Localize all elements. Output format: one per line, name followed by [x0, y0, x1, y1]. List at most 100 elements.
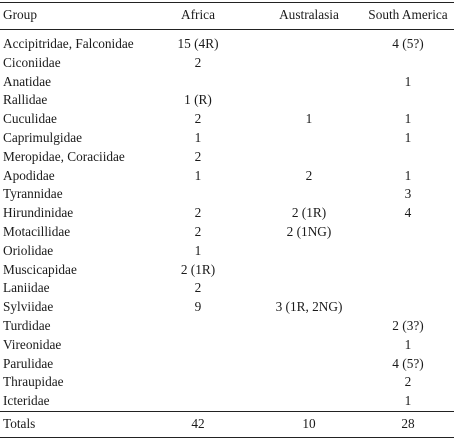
cell-group: Laniidae — [3, 280, 50, 296]
cell-australasia — [264, 185, 354, 203]
cell-australasia: 2 — [305, 167, 313, 183]
cell-group: Vireonidae — [3, 336, 62, 352]
table-row: Sylviidae 9 3 (1R, 2NG) — [0, 298, 454, 316]
cell-australasia — [264, 148, 354, 166]
cell-south-america — [368, 298, 448, 316]
cell-group: Oriolidae — [3, 242, 54, 258]
cell-africa: 15 (4R) — [177, 36, 219, 51]
cell-australasia: 1 — [305, 111, 313, 127]
cell-africa: 2 — [194, 54, 202, 70]
header-group: Group — [3, 7, 37, 22]
cell-group: Muscicapidae — [3, 261, 77, 277]
cell-south-america: 2 (3?) — [392, 318, 424, 333]
cell-africa: 2 — [194, 148, 202, 164]
table-row: Meropidae, Coraciidae 2 — [0, 148, 454, 166]
cell-australasia — [264, 392, 354, 410]
cell-south-america — [368, 279, 448, 297]
cell-africa — [168, 185, 228, 203]
header-africa: Africa — [181, 7, 215, 22]
table-row: Icteridae 1 — [0, 392, 454, 410]
table-row: Apodidae 1 2 1 — [0, 167, 454, 185]
table-row: Motacillidae 2 2 (1NG) — [0, 223, 454, 241]
table-row: Muscicapidae 2 (1R) — [0, 261, 454, 279]
cell-south-america: 3 — [404, 186, 412, 202]
cell-south-america — [368, 148, 448, 166]
cell-group: Turdidae — [3, 318, 51, 333]
cell-australasia — [264, 373, 354, 391]
cell-south-america — [368, 242, 448, 260]
cell-group: Accipitridae, Falconidae — [3, 36, 134, 51]
cell-africa: 2 — [194, 224, 202, 239]
table-row: Tyrannidae 3 — [0, 185, 454, 203]
cell-africa: 2 — [194, 111, 202, 127]
cell-africa — [168, 73, 228, 91]
cell-group: Hirundinidae — [3, 205, 74, 221]
cell-africa — [168, 336, 228, 354]
cell-australasia: 3 (1R, 2NG) — [275, 299, 343, 315]
table-row: Hirundinidae 2 2 (1R) 4 — [0, 204, 454, 222]
cell-group: Anatidae — [3, 73, 51, 89]
totals-australasia: 10 — [302, 416, 316, 431]
table-row: Anatidae 1 — [0, 73, 454, 91]
bottom-rule — [0, 437, 454, 438]
cell-south-america: 1 — [404, 167, 412, 183]
cell-group: Ciconiidae — [3, 54, 61, 70]
cell-australasia — [264, 317, 354, 335]
cell-south-america: 1 — [404, 336, 412, 352]
cell-australasia — [264, 279, 354, 297]
cell-south-america: 2 — [404, 374, 412, 390]
cell-africa: 1 — [194, 242, 202, 258]
cell-south-america: 1 — [404, 130, 412, 145]
header-row: Group Africa Australasia South America — [0, 6, 454, 24]
totals-africa: 42 — [191, 416, 205, 431]
cell-africa: 9 — [194, 299, 202, 315]
table-row: Ciconiidae 2 — [0, 54, 454, 72]
table-row: Rallidae 1 (R) — [0, 91, 454, 109]
header-australasia: Australasia — [279, 7, 339, 22]
cell-africa: 1 — [194, 130, 202, 145]
cell-australasia: 2 (1R) — [291, 205, 327, 221]
cell-africa: 2 (1R) — [180, 261, 216, 277]
table-row: Caprimulgidae 1 1 — [0, 129, 454, 147]
table-row: Laniidae 2 — [0, 279, 454, 297]
table-row: Vireonidae 1 — [0, 336, 454, 354]
table-row: Oriolidae 1 — [0, 242, 454, 260]
cell-australasia — [264, 73, 354, 91]
cell-australasia — [264, 336, 354, 354]
cell-africa — [168, 392, 228, 410]
cell-australasia: 2 (1NG) — [286, 224, 332, 239]
cell-africa: 2 — [194, 280, 202, 296]
cell-australasia — [264, 242, 354, 260]
top-rule — [0, 2, 454, 3]
table-row: Parulidae 4 (5?) — [0, 355, 454, 373]
totals-row: Totals 42 10 28 — [0, 415, 454, 433]
cell-group: Motacillidae — [3, 224, 71, 239]
cell-africa — [168, 355, 228, 373]
cell-africa: 2 — [194, 205, 202, 221]
cell-group: Rallidae — [3, 92, 48, 108]
cell-africa — [168, 317, 228, 335]
totals-label: Totals — [3, 416, 36, 431]
cell-south-america: 1 — [404, 73, 412, 89]
cell-group: Icteridae — [3, 393, 50, 409]
cell-south-america: 4 — [404, 205, 412, 221]
cell-south-america — [368, 54, 448, 72]
cell-south-america — [368, 91, 448, 109]
cell-africa — [168, 373, 228, 391]
cell-group: Thraupidae — [3, 374, 64, 390]
table-row: Accipitridae, Falconidae 15 (4R) 4 (5?) — [0, 35, 454, 53]
totals-south-america: 28 — [401, 416, 415, 431]
cell-group: Meropidae, Coraciidae — [3, 148, 125, 164]
cell-south-america — [368, 223, 448, 241]
cell-south-america: 1 — [404, 111, 412, 127]
cell-south-america: 4 (5?) — [392, 36, 424, 51]
cell-south-america: 1 — [404, 393, 412, 409]
cell-australasia — [264, 91, 354, 109]
header-rule — [0, 29, 454, 30]
cell-australasia — [264, 129, 354, 147]
cell-south-america — [368, 261, 448, 279]
cell-group: Sylviidae — [3, 299, 54, 315]
cell-australasia — [264, 35, 354, 53]
header-south-america: South America — [368, 7, 448, 22]
